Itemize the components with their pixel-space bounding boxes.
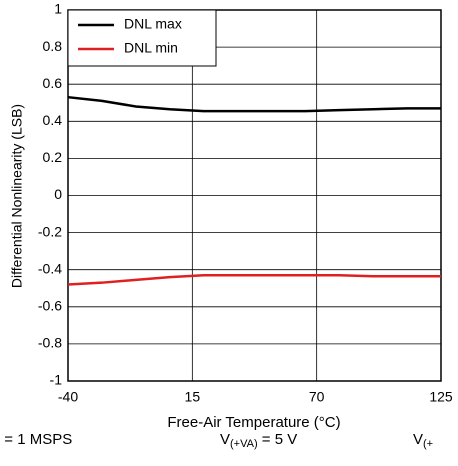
y-tick-label: -0.4 xyxy=(38,260,62,276)
y-tick-label: 0 xyxy=(54,186,62,202)
y-tick-label: -0.6 xyxy=(38,298,62,314)
y-tick-label: 0.2 xyxy=(43,149,63,165)
x-tick-label: 125 xyxy=(429,389,453,405)
legend-label: DNL max xyxy=(124,16,182,32)
y-tick-label: -0.8 xyxy=(38,335,62,351)
legend-box xyxy=(67,9,217,67)
footnote-main: V xyxy=(413,431,423,448)
x-tick-label: 15 xyxy=(185,389,201,405)
footnote-text: = 5 V xyxy=(258,431,298,448)
y-tick-label: 0.8 xyxy=(43,38,63,54)
footnote: V(+ xyxy=(413,431,433,450)
x-axis-label: Free-Air Temperature (°C) xyxy=(167,414,340,431)
y-tick-label: -1 xyxy=(50,372,63,388)
footnote-sub: (+VA) xyxy=(230,438,258,450)
y-tick-label: 0.4 xyxy=(43,112,63,128)
legend-label: DNL min xyxy=(124,40,178,56)
footnote-main: V xyxy=(220,431,230,448)
data-line xyxy=(67,95,441,113)
y-tick-label: 1 xyxy=(54,1,62,17)
footnote-sub: (+ xyxy=(423,438,433,450)
data-line xyxy=(67,274,441,286)
plot-frame xyxy=(67,9,442,382)
x-tick-label: -40 xyxy=(58,389,78,405)
footnote: e = 1 MSPS xyxy=(0,431,72,450)
y-tick-label: -0.2 xyxy=(38,223,62,239)
y-axis-label: Differential Nonlinearity (LSB) xyxy=(9,104,25,288)
footnote-text: = 1 MSPS xyxy=(0,431,72,448)
x-tick-label: 70 xyxy=(309,389,325,405)
footnote: V(+VA) = 5 V xyxy=(220,431,297,450)
y-tick-label: 0.6 xyxy=(43,75,63,91)
